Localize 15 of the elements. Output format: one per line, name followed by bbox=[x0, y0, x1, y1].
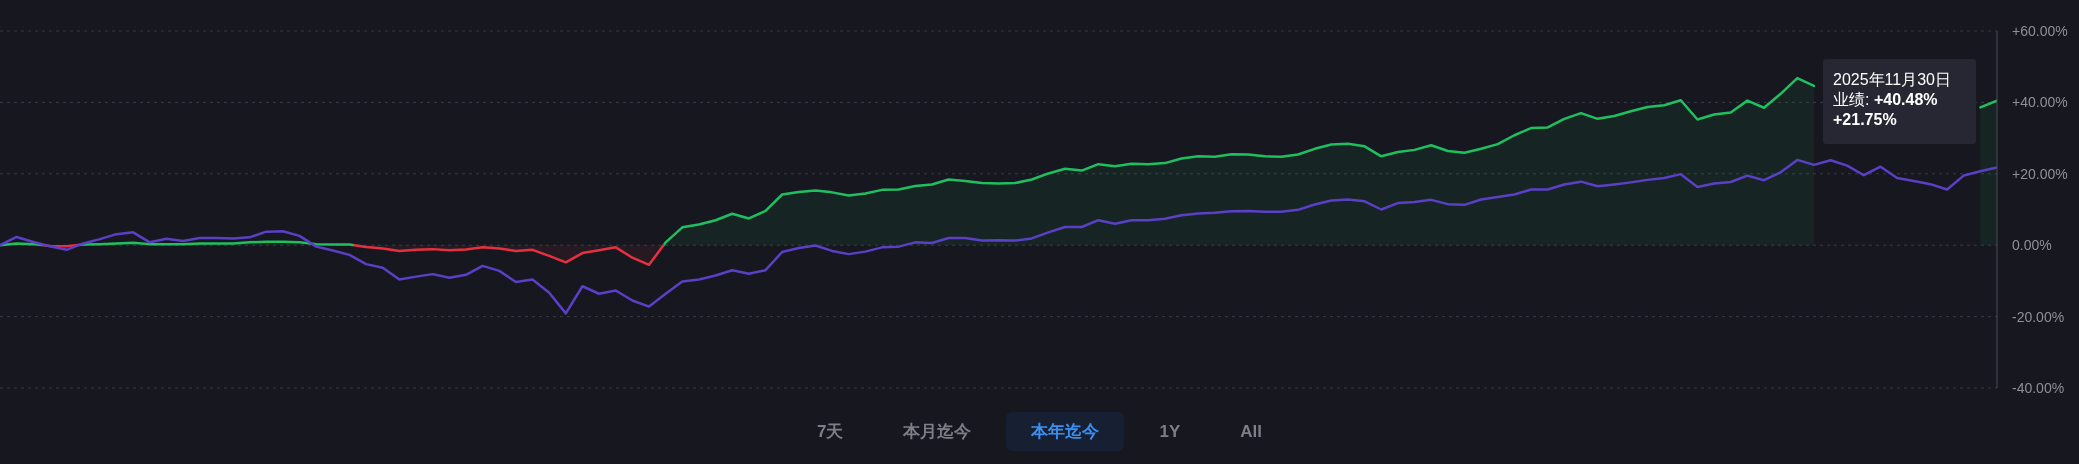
y-tick-label: +20.00% bbox=[2012, 165, 2068, 182]
text: 本年迄今 bbox=[1031, 422, 1100, 441]
text: 本月迄今 bbox=[903, 422, 972, 441]
text: 1Y bbox=[1159, 422, 1181, 441]
annotation: 业绩: +40.48% bbox=[1833, 91, 1938, 108]
y-tick-label: -20.00% bbox=[2012, 308, 2065, 325]
text: All bbox=[1240, 422, 1262, 441]
line-series bbox=[0, 158, 1997, 315]
annotation: +21.75% bbox=[1833, 111, 1897, 128]
y-tick-label: +60.00% bbox=[2012, 22, 2068, 39]
annotation: 2025年11月30日 bbox=[1833, 71, 1951, 88]
y-tick-label: -40.00% bbox=[2012, 379, 2065, 396]
y-tick-label: 0.00% bbox=[2012, 237, 2052, 254]
text: 7天 bbox=[817, 422, 844, 441]
y-tick-label: +40.00% bbox=[2012, 94, 2068, 111]
